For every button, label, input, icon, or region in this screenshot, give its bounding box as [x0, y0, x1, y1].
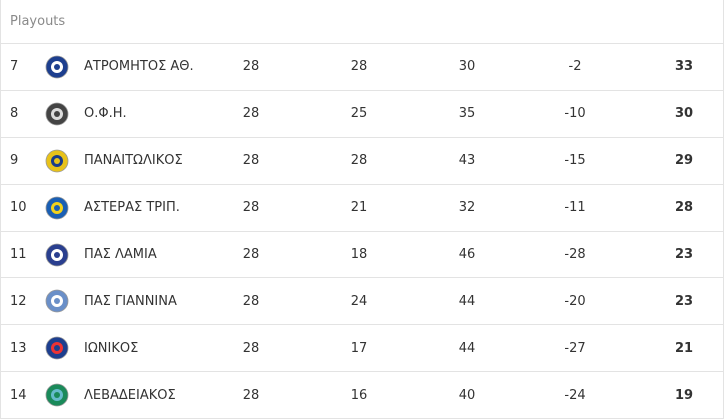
position: 11: [10, 246, 27, 262]
goal-difference: -24: [564, 387, 586, 403]
table-row: 9 ΠΑΝΑΙΤΩΛΙΚΟΣ 28 28 43 -15 29: [1, 138, 723, 185]
points: 28: [674, 200, 694, 216]
table-row: 8 Ο.Φ.Η. 28 25 35 -10 30: [1, 91, 723, 138]
team-name: ΛΕΒΑΔΕΙΑΚΟΣ: [84, 387, 176, 403]
points: 19: [674, 387, 694, 403]
points: 30: [674, 106, 694, 122]
goals-against: 35: [458, 106, 476, 122]
table-title: Playouts: [1, 0, 723, 44]
points: 21: [674, 340, 694, 356]
goals-for: 28: [350, 59, 368, 75]
team-logo: [45, 289, 69, 313]
goal-difference: -28: [564, 246, 586, 262]
goals-against: 44: [458, 293, 476, 309]
played: 28: [242, 153, 260, 169]
played: 28: [242, 200, 260, 216]
goals-against: 46: [458, 246, 476, 262]
goals-for: 21: [350, 200, 368, 216]
goal-difference: -27: [564, 340, 586, 356]
team-logo: [45, 55, 69, 79]
goals-against: 30: [458, 59, 476, 75]
team-name: ΑΣΤΕΡΑΣ ΤΡΙΠ.: [84, 200, 180, 216]
goals-for: 28: [350, 153, 368, 169]
played: 28: [242, 387, 260, 403]
team-name: ΠΑΣ ΛΑΜΙΑ: [84, 246, 157, 262]
played: 28: [242, 246, 260, 262]
goals-against: 40: [458, 387, 476, 403]
goals-for: 16: [350, 387, 368, 403]
goals-against: 32: [458, 200, 476, 216]
goals-for: 24: [350, 293, 368, 309]
team-name: Ο.Φ.Η.: [84, 106, 127, 122]
played: 28: [242, 340, 260, 356]
points: 23: [674, 293, 694, 309]
table-row: 14 ΛΕΒΑΔΕΙΑΚΟΣ 28 16 40 -24 19: [1, 372, 723, 419]
goals-for: 25: [350, 106, 368, 122]
team-name: ΑΤΡΟΜΗΤΟΣ ΑΘ.: [84, 59, 194, 75]
table-row: 11 ΠΑΣ ΛΑΜΙΑ 28 18 46 -28 23: [1, 232, 723, 279]
table-row: 10 ΑΣΤΕΡΑΣ ΤΡΙΠ. 28 21 32 -11 28: [1, 185, 723, 232]
team-name: ΠΑΝΑΙΤΩΛΙΚΟΣ: [84, 153, 183, 169]
goals-against: 43: [458, 153, 476, 169]
table-body: 7 ΑΤΡΟΜΗΤΟΣ ΑΘ. 28 28 30 -2 33 8 Ο.Φ.Η. 28 25 35 -10…: [1, 44, 723, 419]
team-logo: [45, 243, 69, 266]
table-row: 13 ΙΩΝΙΚΟΣ 28 17 44 -27 21: [1, 325, 723, 373]
played: 28: [242, 106, 260, 122]
team-logo: [45, 149, 69, 173]
goal-difference: -10: [564, 106, 586, 122]
goal-difference: -15: [564, 153, 586, 169]
goals-for: 18: [350, 246, 368, 262]
team-logo: [45, 383, 69, 407]
table-row: 7 ΑΤΡΟΜΗΤΟΣ ΑΘ. 28 28 30 -2 33: [1, 44, 723, 91]
position: 7: [10, 59, 19, 75]
table-row: 12 ΠΑΣ ΓΙΑΝΝΙΝΑ 28 24 44 -20 23: [1, 278, 723, 326]
played: 28: [242, 293, 260, 309]
points: 23: [674, 246, 694, 262]
played: 28: [242, 59, 260, 75]
team-logo: [45, 102, 69, 126]
position: 9: [10, 153, 19, 169]
goals-for: 17: [350, 340, 368, 356]
team-logo: [45, 336, 69, 360]
goal-difference: -20: [564, 293, 586, 309]
position: 8: [10, 106, 19, 122]
position: 12: [10, 293, 27, 309]
points: 33: [674, 59, 694, 75]
team-name: ΠΑΣ ΓΙΑΝΝΙΝΑ: [84, 293, 177, 309]
goals-against: 44: [458, 340, 476, 356]
team-name: ΙΩΝΙΚΟΣ: [84, 340, 139, 356]
position: 13: [10, 340, 27, 356]
goal-difference: -11: [564, 200, 586, 216]
goal-difference: -2: [568, 59, 582, 75]
position: 10: [10, 200, 27, 216]
points: 29: [674, 153, 694, 169]
team-logo: [45, 196, 69, 220]
position: 14: [10, 387, 27, 403]
